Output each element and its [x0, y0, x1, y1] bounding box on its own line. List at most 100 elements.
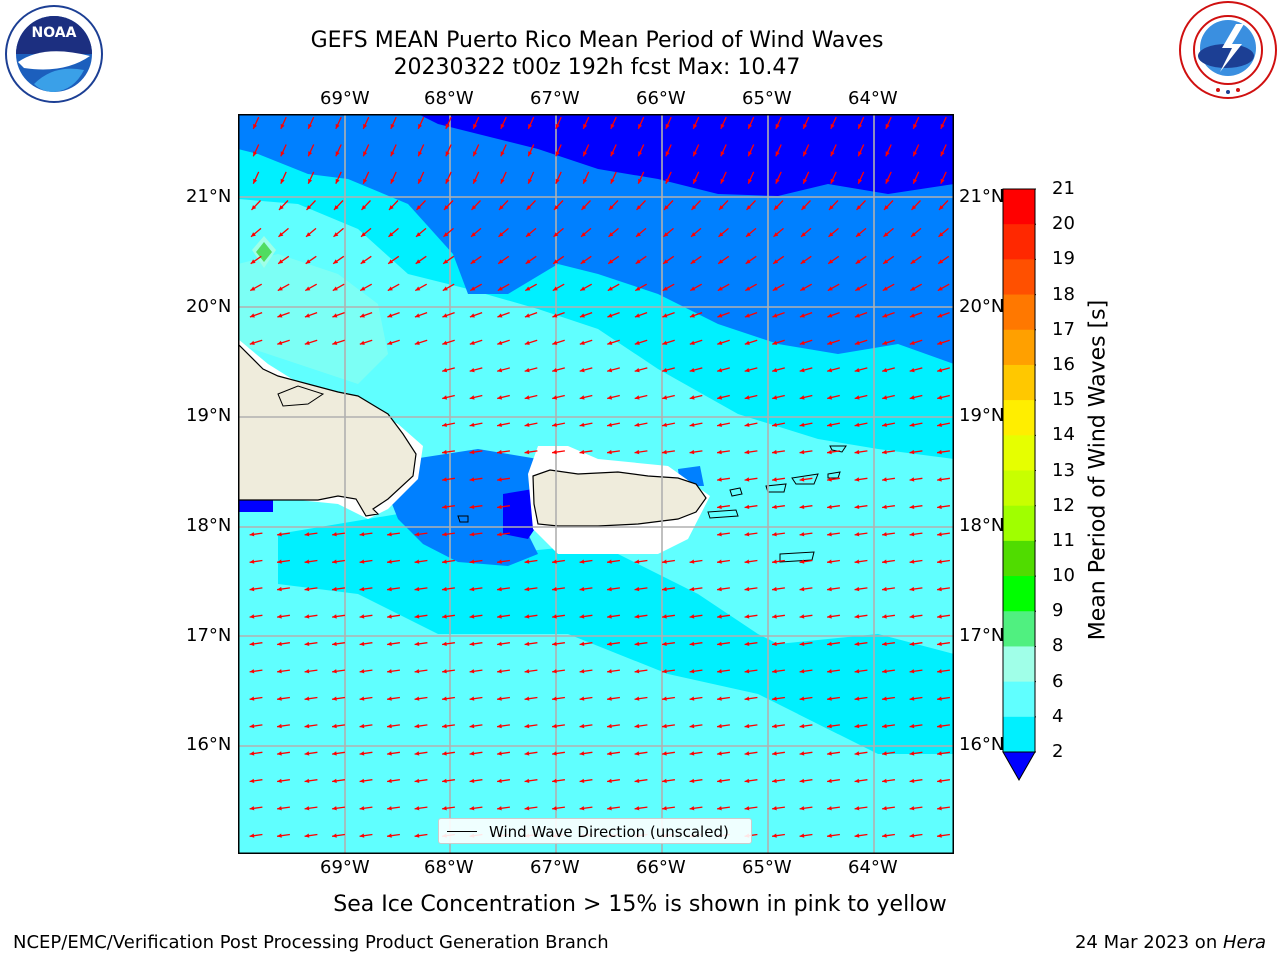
- wave-direction-arrowhead: [249, 614, 255, 619]
- wave-direction-arrowhead: [909, 751, 915, 756]
- wave-direction-arrowhead: [744, 806, 750, 811]
- wave-direction-arrowhead: [583, 151, 588, 157]
- wave-direction-arrowhead: [552, 340, 558, 345]
- wave-direction-arrowhead: [744, 696, 750, 701]
- wave-direction-arrowhead: [414, 751, 420, 756]
- footer-host: Hera: [1222, 932, 1266, 953]
- wave-direction-arrowhead: [854, 778, 860, 783]
- wave-direction-arrowhead: [909, 723, 915, 729]
- wave-direction-arrowhead: [827, 368, 833, 373]
- wave-direction-arrowhead: [634, 696, 640, 701]
- wave-direction-arrowhead: [387, 641, 392, 646]
- colorbar-segment-1: [1003, 224, 1035, 260]
- wave-direction-arrowhead: [720, 151, 725, 157]
- lat-label-right-16n: 16°N: [959, 734, 1005, 755]
- wave-direction-arrowhead: [280, 178, 285, 184]
- wave-direction-arrowhead: [854, 477, 860, 482]
- wave-direction-arrowhead: [744, 559, 750, 564]
- wave-direction-arrowhead: [910, 259, 916, 264]
- wave-direction-arrowhead: [882, 778, 887, 783]
- wave-direction-arrowhead: [882, 286, 888, 291]
- wave-direction-arrowhead: [940, 123, 945, 129]
- wave-direction-arrowhead: [414, 723, 420, 729]
- colorbar-segment-13: [1003, 646, 1035, 683]
- map-legend: Wind Wave Direction (unscaled): [438, 818, 752, 844]
- wave-direction-arrowhead: [525, 286, 531, 291]
- wave-direction-arrowhead: [827, 669, 832, 674]
- wave-direction-arrowhead: [249, 833, 255, 838]
- wave-direction-arrowhead: [579, 614, 585, 619]
- wave-direction-arrowhead: [610, 178, 615, 184]
- wave-direction-arrowhead: [662, 422, 667, 427]
- wave-direction-arrowhead: [744, 723, 750, 729]
- wave-direction-arrowhead: [689, 778, 695, 783]
- puerto-rico-land: [532, 469, 707, 527]
- wave-direction-arrowhead: [359, 340, 365, 345]
- wave-direction-arrowhead: [909, 449, 915, 455]
- wave-direction-arrowhead: [469, 669, 475, 674]
- wave-direction-arrowhead: [278, 232, 284, 237]
- wave-direction-arrowhead: [469, 504, 475, 509]
- wave-direction-arrowhead: [744, 586, 750, 592]
- wave-direction-arrowhead: [414, 559, 420, 564]
- wave-direction-arrowhead: [772, 751, 777, 756]
- wave-direction-arrowhead: [638, 151, 643, 157]
- wave-direction-arrowhead: [799, 422, 805, 427]
- wave-direction-arrowhead: [445, 123, 450, 129]
- wave-direction-arrowhead: [772, 586, 777, 592]
- wave-direction-arrowhead: [854, 422, 860, 427]
- wave-direction-arrowhead: [579, 586, 585, 592]
- wave-direction-arrowhead: [442, 751, 447, 756]
- wave-direction-arrowhead: [249, 340, 255, 345]
- lat-label-right-18n: 18°N: [959, 515, 1005, 536]
- wave-direction-arrowhead: [607, 586, 612, 592]
- wave-direction-arrowhead: [827, 286, 833, 291]
- wave-direction-arrowhead: [717, 286, 723, 291]
- wave-direction-arrowhead: [359, 586, 365, 592]
- sea-ice-note: Sea Ice Concentration > 15% is shown in …: [333, 892, 947, 917]
- wave-direction-arrowhead: [497, 504, 502, 509]
- wave-direction-arrowhead: [772, 449, 777, 455]
- wave-direction-arrowhead: [526, 205, 532, 210]
- wave-direction-arrowhead: [251, 205, 257, 210]
- lat-label-left-16n: 16°N: [186, 734, 232, 755]
- wave-direction-arrowhead: [662, 340, 668, 345]
- wave-direction-arrowhead: [414, 313, 420, 318]
- mona-island: [457, 515, 469, 523]
- wave-direction-arrowhead: [471, 205, 477, 210]
- wave-direction-arrowhead: [552, 696, 557, 701]
- colorbar-tick-8: 8: [1052, 635, 1064, 657]
- wave-direction-arrowhead: [249, 532, 255, 537]
- wave-direction-arrowhead: [882, 395, 888, 400]
- wave-direction-arrowhead: [717, 340, 723, 345]
- wave-direction-arrowhead: [249, 313, 255, 318]
- wave-direction-arrowhead: [882, 340, 888, 345]
- wave-direction-arrowhead: [827, 586, 832, 592]
- wave-direction-arrowhead: [940, 178, 945, 184]
- colorbar-segment-5: [1003, 364, 1035, 401]
- wave-direction-arrowhead: [469, 751, 475, 756]
- wave-direction-arrowhead: [855, 286, 861, 291]
- wave-direction-arrowhead: [332, 586, 337, 592]
- wave-direction-arrowhead: [607, 368, 613, 373]
- wave-direction-arrowhead: [744, 340, 750, 345]
- colorbar-tick-20: 20: [1052, 213, 1075, 235]
- colorbar-segment-8: [1003, 470, 1035, 507]
- wave-direction-arrowhead: [745, 286, 751, 291]
- wave-direction-arrowhead: [524, 614, 530, 619]
- wave-direction-arrowhead: [497, 806, 502, 811]
- wave-direction-arrowhead: [801, 232, 806, 237]
- wave-direction-arrowhead: [717, 449, 722, 455]
- wave-direction-arrowhead: [610, 151, 615, 157]
- wave-direction-arrowhead: [882, 504, 887, 509]
- wave-direction-arrowhead: [913, 123, 918, 129]
- wave-direction-arrowhead: [772, 669, 777, 674]
- wave-direction-arrowhead: [827, 806, 832, 811]
- wave-direction-arrowhead: [856, 232, 861, 237]
- wave-direction-arrowhead: [445, 151, 450, 157]
- wave-direction-arrowhead: [581, 232, 586, 237]
- wave-direction-arrowhead: [524, 368, 530, 373]
- wave-direction-arrowhead: [253, 123, 258, 129]
- colorbar-tick-10: 10: [1052, 565, 1075, 587]
- wave-direction-arrowhead: [389, 205, 394, 210]
